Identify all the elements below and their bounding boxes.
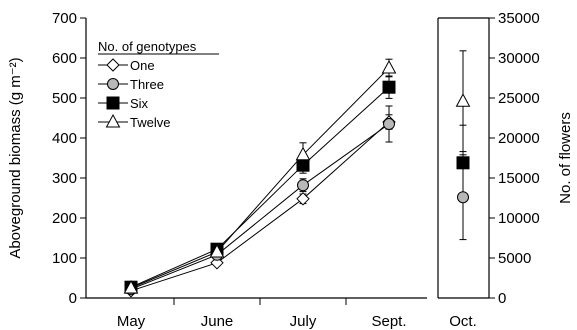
right-x-tick-label: Oct. [449,313,477,330]
y-tick-label: 0 [69,290,77,307]
point-three [297,179,309,192]
right-y-tick-label: 35000 [498,10,540,27]
x-tick-label: July [290,313,317,330]
x-tick-label: May [117,313,146,330]
y-tick-label: 300 [52,170,77,187]
point-three [383,118,395,130]
y-tick-label: 200 [52,210,77,227]
x-tick-label: June [201,313,234,330]
point-twelve [123,279,139,294]
right-y-tick-label: 15000 [498,170,540,187]
y-axis-label: Aboveground biomass (g m⁻²) [7,57,24,258]
legend-label-three: Three [130,77,164,92]
legend-marker-one [106,58,120,72]
point-six [296,158,310,172]
right-point-twelve [455,93,471,107]
y-tick-label: 600 [52,50,77,67]
right-point-six [456,156,470,170]
legend-marker-six [106,96,120,110]
point-twelve [209,243,225,258]
y-tick-label: 400 [52,130,77,147]
legend-marker-twelve [105,113,121,128]
legend-label-six: Six [130,96,149,111]
x-tick-label: Sept. [371,313,406,330]
legend-label-one: One [130,58,155,73]
biomass-panel: 0 100 200 300 400 500 600 700 May June July Sept. Ab… [7,10,427,330]
legend-title: No. of genotypes [98,39,197,54]
y-tick-label: 100 [52,250,77,267]
right-y-tick-label: 25000 [498,90,540,107]
point-six [382,80,396,94]
right-y-tick-label: 5000 [498,250,531,267]
legend: No. of genotypes One Three Six Twelve [98,39,219,130]
point-twelve [295,146,311,161]
point-one [296,192,310,206]
legend-marker-three [107,78,119,90]
right-y-tick-label: 20000 [498,130,540,147]
y-tick-label: 700 [52,10,77,27]
legend-label-twelve: Twelve [130,115,170,130]
series-line-three [130,123,390,290]
y-tick-label: 500 [52,90,77,107]
series-line-one [130,121,390,292]
flowers-panel: 0 5000 10000 15000 20000 25000 30000 35000 Oct. N… [437,10,574,330]
right-y-tick-label: 0 [498,290,506,307]
right-y-tick-label: 30000 [498,50,540,67]
series-line-six [130,86,390,288]
right-y-tick-label: 10000 [498,210,540,227]
right-point-three [457,191,469,204]
right-y-axis-label: No. of flowers [557,112,574,204]
point-twelve [381,59,397,74]
series-line-twelve [130,67,390,289]
